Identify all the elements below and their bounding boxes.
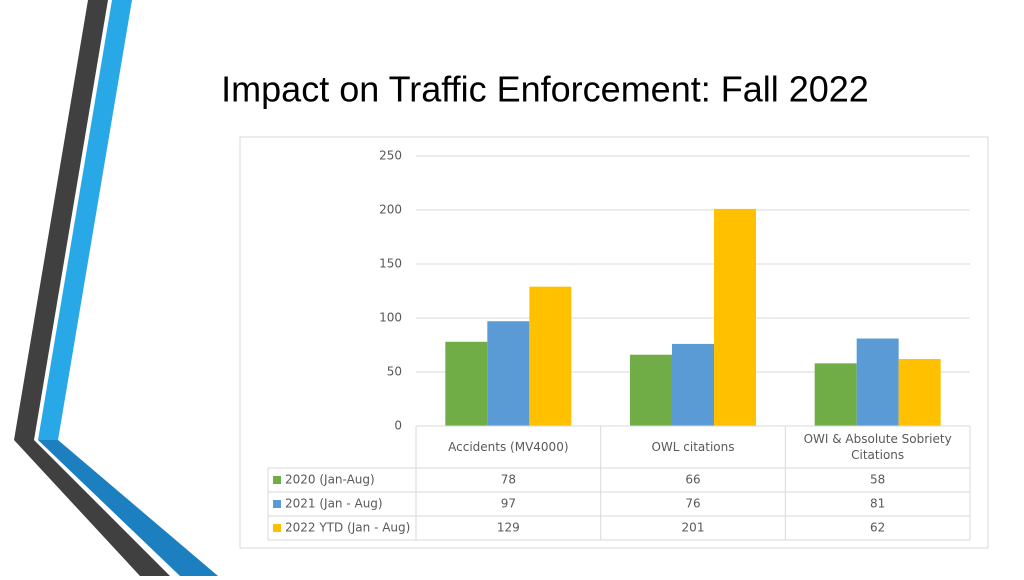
x-tick-label: OWI & Absolute Sobriety Citations — [803, 432, 952, 462]
y-tick-label: 50 — [387, 365, 402, 379]
legend-label: 2021 (Jan - Aug) — [285, 497, 383, 511]
slide-title: Impact on Traffic Enforcement: Fall 2022 — [221, 69, 869, 110]
x-tick-label: Accidents (MV4000) — [448, 440, 569, 454]
table-value: 129 — [497, 521, 520, 535]
legend-label: 2022 YTD (Jan - Aug) — [285, 521, 410, 535]
decor-stripe — [14, 0, 108, 440]
decor-stripe — [38, 0, 132, 440]
decor-stripe — [14, 440, 170, 576]
legend-label: 2020 (Jan-Aug) — [285, 473, 375, 487]
bar — [898, 359, 941, 426]
y-tick-label: 200 — [379, 203, 402, 217]
y-tick-label: 100 — [379, 311, 402, 325]
table-value: 97 — [501, 497, 516, 511]
bar — [856, 338, 899, 426]
category-cell: OWI & Absolute Sobriety Citations — [803, 432, 952, 462]
decor-stripe — [38, 440, 218, 576]
bar — [672, 343, 714, 426]
y-tick-label: 250 — [379, 149, 402, 163]
legend-swatch — [273, 524, 281, 532]
table-value: 66 — [685, 473, 700, 487]
table-value: 76 — [685, 497, 700, 511]
bar — [529, 286, 572, 426]
table-value: 201 — [682, 521, 705, 535]
category-cell: Accidents (MV4000) — [448, 440, 569, 454]
x-tick-label: OWL citations — [651, 440, 735, 454]
bar — [487, 321, 530, 426]
bar — [814, 363, 857, 426]
table-value: 81 — [870, 497, 885, 511]
bar — [445, 341, 488, 426]
bar — [630, 354, 672, 426]
y-tick-label: 0 — [394, 419, 402, 433]
table-value: 62 — [870, 521, 885, 535]
table-value: 58 — [870, 473, 885, 487]
table-value: 78 — [501, 473, 516, 487]
legend-swatch — [273, 500, 281, 508]
y-tick-label: 150 — [379, 257, 402, 271]
category-cell: OWL citations — [651, 440, 735, 454]
legend-swatch — [273, 476, 281, 484]
bar — [714, 208, 756, 426]
